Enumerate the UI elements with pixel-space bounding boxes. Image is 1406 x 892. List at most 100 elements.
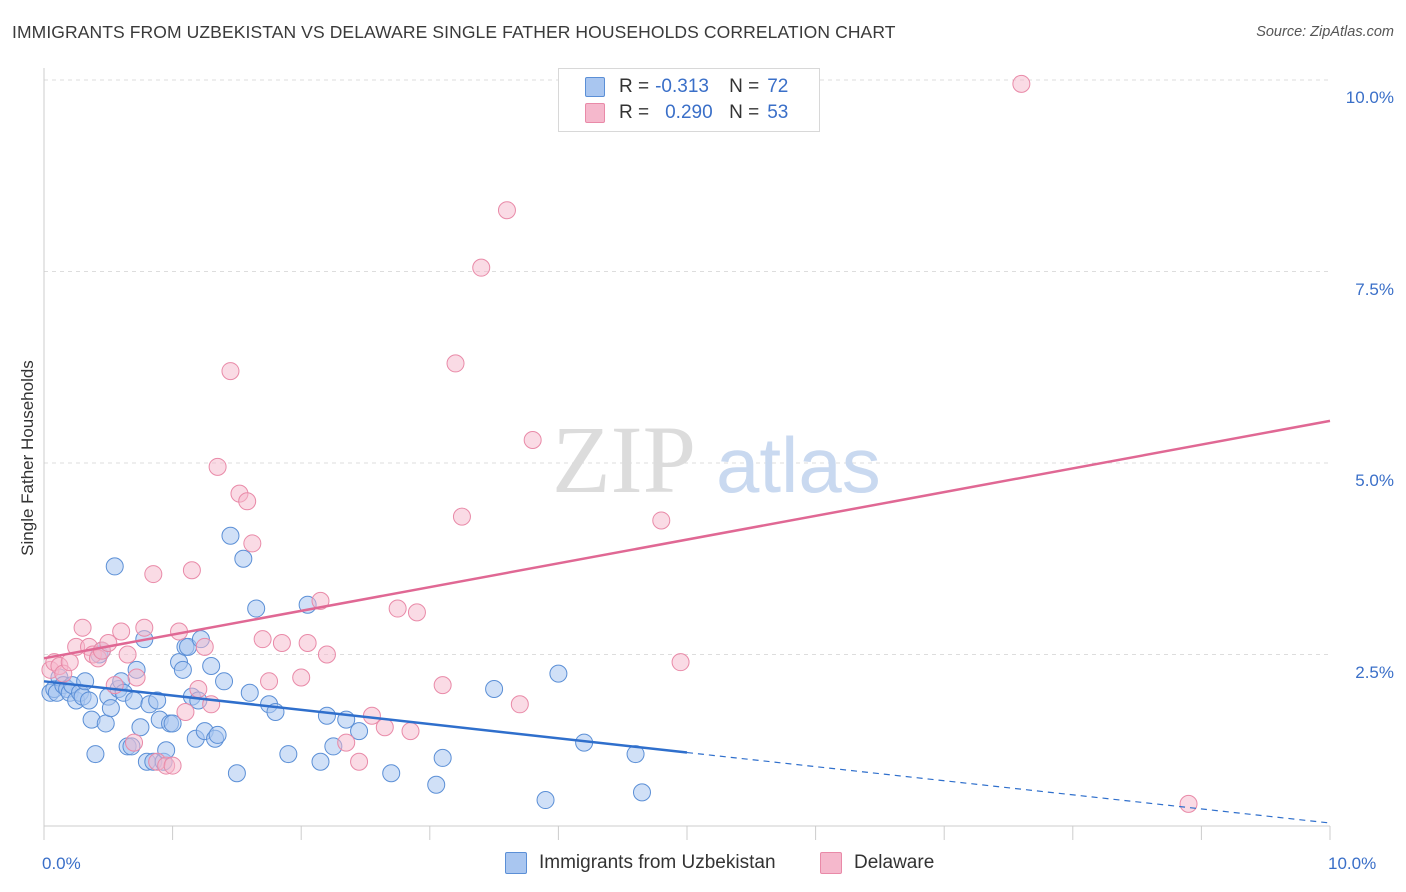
delaware-point — [401, 722, 420, 741]
uzbekistan-point — [80, 691, 99, 710]
delaware-point — [105, 676, 124, 695]
source-label: Source: ZipAtlas.com — [1256, 24, 1394, 40]
delaware-point — [73, 618, 92, 637]
y-tick-label: 2.5% — [1355, 662, 1394, 682]
legend-n-label: N = — [729, 102, 760, 123]
delaware-point — [298, 634, 317, 653]
uzbekistan-point — [433, 748, 452, 767]
delaware-point — [127, 668, 146, 687]
uzbekistan-trend-line — [43, 680, 688, 754]
uzbekistan-point — [549, 664, 568, 683]
uzbekistan-point — [163, 714, 182, 733]
x-tick-max: 10.0% — [1328, 854, 1377, 873]
uzbekistan-point — [485, 679, 504, 698]
delaware-point — [243, 534, 262, 553]
legend-r-label: R = — [619, 102, 650, 123]
delaware-point — [311, 591, 330, 610]
watermark: ZIP atlas — [552, 406, 881, 513]
uzbekistan-point — [382, 764, 401, 783]
series-swatch-uzbekistan — [505, 852, 527, 874]
series-swatch-delaware — [820, 852, 842, 874]
delaware-point — [497, 201, 516, 220]
delaware-point — [260, 672, 279, 691]
uzbekistan-point — [234, 549, 253, 568]
legend-row-uzbekistan: R = -0.313 N = 72 — [585, 75, 788, 99]
delaware-point — [272, 634, 291, 653]
uzbekistan-point — [148, 691, 167, 710]
watermark-zip: ZIP — [552, 406, 696, 513]
uzbekistan-point — [317, 706, 336, 725]
delaware-point — [125, 733, 144, 752]
delaware-point — [523, 431, 542, 450]
delaware-point — [407, 603, 426, 622]
trend-lines — [43, 419, 1331, 824]
uzbekistan-point — [221, 526, 240, 545]
legend-r-label: R = — [619, 76, 650, 97]
delaware-point — [337, 733, 356, 752]
y-axis-label: Single Father Households — [18, 360, 37, 556]
uzbekistan-point — [227, 764, 246, 783]
delaware-point — [350, 752, 369, 771]
uzbekistan-point — [101, 699, 120, 718]
uzbekistan-point — [86, 745, 105, 764]
uzbekistan-points — [41, 526, 651, 810]
delaware-point — [253, 630, 272, 649]
uzbekistan-point — [632, 783, 651, 802]
series-legend: Immigrants from Uzbekistan Delaware — [0, 852, 1406, 878]
series-legend-delaware: Delaware — [820, 852, 934, 874]
uzbekistan-point — [279, 745, 298, 764]
delaware-points — [41, 74, 1198, 813]
delaware-point — [292, 668, 311, 687]
series-label-uzbekistan: Immigrants from Uzbekistan — [539, 852, 776, 873]
delaware-point — [208, 457, 227, 476]
delaware-point — [388, 599, 407, 618]
uzbekistan-point — [350, 722, 369, 741]
delaware-point — [375, 718, 394, 737]
uzbekistan-point — [131, 718, 150, 737]
delaware-point — [238, 492, 257, 511]
uzbekistan-point — [105, 557, 124, 576]
uzbekistan-point — [626, 745, 645, 764]
legend-n-delaware: 53 — [767, 102, 789, 123]
delaware-point — [182, 561, 201, 580]
y-tick-label: 5.0% — [1355, 471, 1394, 490]
delaware-point — [1179, 794, 1198, 813]
uzbekistan-point — [536, 791, 555, 810]
uzbekistan-point — [215, 672, 234, 691]
delaware-point — [144, 565, 163, 584]
uzbekistan-point — [311, 752, 330, 771]
delaware-trend-line — [43, 419, 1331, 660]
delaware-point — [163, 756, 182, 775]
legend-n-uzbekistan: 72 — [767, 76, 789, 97]
chart-title: IMMIGRANTS FROM UZBEKISTAN VS DELAWARE S… — [12, 22, 896, 42]
uzbekistan-point — [247, 599, 266, 618]
legend-swatch-uzbekistan — [585, 77, 605, 97]
delaware-point — [118, 645, 137, 664]
stats-legend: R = -0.313 N = 72 R = 0.290 N = 53 — [558, 68, 820, 132]
x-tick-min: 0.0% — [42, 854, 81, 873]
delaware-point — [135, 618, 154, 637]
uzbekistan-point — [427, 775, 446, 794]
watermark-atlas: atlas — [716, 421, 881, 509]
delaware-point — [112, 622, 131, 641]
uzbekistan-point — [208, 725, 227, 744]
delaware-point — [195, 637, 214, 656]
series-legend-uzbekistan: Immigrants from Uzbekistan — [505, 852, 776, 874]
delaware-point — [189, 679, 208, 698]
y-tick-label: 10.0% — [1345, 88, 1394, 107]
legend-row-delaware: R = 0.290 N = 53 — [585, 101, 788, 125]
delaware-point — [452, 507, 471, 526]
delaware-point — [472, 258, 491, 277]
delaware-point — [60, 653, 79, 672]
legend-n-label: N = — [729, 76, 760, 97]
uzbekistan-point — [173, 660, 192, 679]
series-label-delaware: Delaware — [854, 852, 935, 873]
delaware-point — [433, 676, 452, 695]
delaware-point — [1012, 74, 1031, 93]
legend-swatch-delaware — [585, 103, 605, 123]
uzbekistan-point — [96, 714, 115, 733]
uzbekistan-point — [240, 683, 259, 702]
uzbekistan-trend-extension — [686, 751, 1331, 824]
axes — [43, 68, 1331, 840]
uzbekistan-point — [202, 656, 221, 675]
